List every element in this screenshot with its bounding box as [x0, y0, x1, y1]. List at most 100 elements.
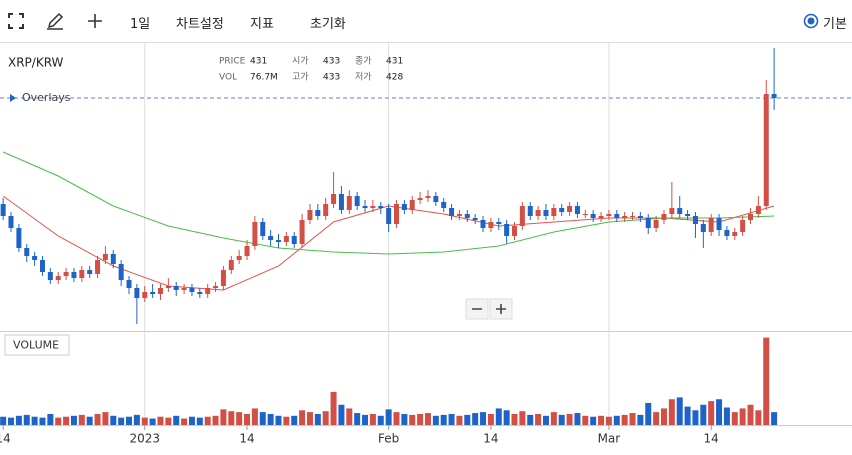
candle-body — [362, 206, 368, 208]
volume-bar — [511, 413, 518, 425]
volume-bar — [141, 417, 148, 425]
volume-bar — [188, 416, 195, 425]
volume-bar — [63, 416, 70, 425]
candle-body — [220, 270, 226, 286]
volume-bar — [637, 414, 644, 425]
candle-body — [55, 276, 61, 280]
volume-bar — [605, 416, 612, 425]
candle-body — [685, 214, 691, 216]
info-label: PRICE — [219, 57, 246, 67]
candle-body — [110, 254, 116, 264]
candle-body — [150, 292, 156, 294]
candle-body — [71, 272, 77, 278]
candle-body — [551, 208, 557, 216]
volume-bar — [700, 404, 707, 425]
candle-body — [512, 226, 518, 236]
volume-bar — [542, 415, 549, 425]
candle-body — [590, 214, 596, 218]
info-value: 431 — [386, 57, 403, 67]
candle-body — [157, 288, 163, 294]
candle-body — [236, 256, 242, 260]
volume-bar — [244, 413, 251, 425]
volume-bar — [306, 412, 313, 425]
candle-body — [401, 204, 407, 210]
candle-body — [441, 202, 447, 208]
candle-body — [504, 224, 510, 236]
candle-body — [213, 286, 219, 288]
volume-label: VOLUME — [13, 339, 59, 352]
candle-body — [582, 214, 588, 215]
candle-body — [724, 230, 730, 236]
chart-settings[interactable]: 차트설정 — [176, 17, 224, 32]
candle-body — [771, 94, 777, 98]
candle-body — [425, 196, 431, 198]
volume-bar — [330, 391, 337, 425]
candle-body — [519, 206, 525, 226]
chart: 14 2023 14 Feb 14 Mar 14 XRP/KRW Overlays PRICE 43… — [0, 42, 852, 446]
volume-bar — [385, 409, 392, 425]
fullscreen-icon[interactable] — [8, 13, 24, 29]
volume-bar — [401, 413, 408, 425]
candle-body — [197, 292, 203, 294]
interval[interactable]: 1일 — [130, 17, 151, 32]
candle-body — [165, 286, 171, 288]
candle-body — [275, 240, 281, 242]
volume-bar — [621, 414, 628, 425]
x-tick-label: 14 — [483, 432, 498, 446]
volume-bar — [409, 414, 416, 425]
volume-bar — [676, 397, 683, 425]
candle-body — [661, 214, 667, 220]
candle-body — [574, 206, 580, 214]
mode[interactable]: 기본 — [823, 17, 847, 32]
volume-bar — [739, 408, 746, 425]
volume-bar — [173, 415, 180, 425]
volume-bar — [448, 413, 455, 425]
volume-bar — [424, 413, 431, 425]
info-label: 저가 — [355, 72, 372, 83]
indicators[interactable]: 지표 — [250, 17, 274, 32]
candle-body — [456, 214, 462, 216]
candle-body — [535, 210, 541, 216]
candle-body — [488, 222, 494, 228]
candle-body — [464, 214, 470, 218]
volume-bar — [338, 404, 345, 425]
volume-bar — [417, 413, 424, 425]
candle-body — [386, 208, 392, 224]
volume-bar — [8, 417, 15, 425]
candle-body — [645, 218, 651, 228]
volume-bar — [464, 414, 471, 425]
overlay-label: Overlays — [22, 91, 71, 104]
crosshair-icon[interactable] — [87, 13, 103, 29]
volume-bar — [684, 406, 691, 425]
candle-body — [606, 214, 612, 216]
volume-bar — [23, 414, 30, 425]
candle-body — [95, 260, 101, 274]
volume-bar — [472, 413, 479, 425]
volume-bar — [566, 413, 573, 425]
volume-bar — [598, 415, 605, 425]
candle-body — [653, 220, 659, 228]
volume-bar — [527, 414, 534, 425]
candle-body — [228, 260, 234, 270]
volume-bar — [212, 415, 219, 425]
info-value: 76.7M — [250, 73, 278, 83]
info-value: 428 — [386, 73, 403, 83]
volume-label-box — [4, 334, 70, 356]
volume-bar — [149, 418, 156, 425]
radio[interactable] — [803, 13, 819, 29]
info-label: VOL — [219, 73, 237, 83]
volume-bar — [653, 412, 660, 425]
reset[interactable]: 초기화 — [310, 17, 346, 32]
volume-bar — [291, 415, 298, 425]
volume-bar — [165, 417, 172, 425]
candle-body — [567, 206, 573, 212]
volume-bar — [747, 404, 754, 425]
draw-icon[interactable] — [46, 12, 64, 30]
candle-body — [370, 206, 376, 208]
volume-bar — [157, 416, 164, 425]
x-tick-label: Feb — [378, 432, 399, 446]
volume-bar — [763, 337, 770, 425]
candle-body — [39, 260, 45, 272]
candle-body — [205, 288, 211, 294]
